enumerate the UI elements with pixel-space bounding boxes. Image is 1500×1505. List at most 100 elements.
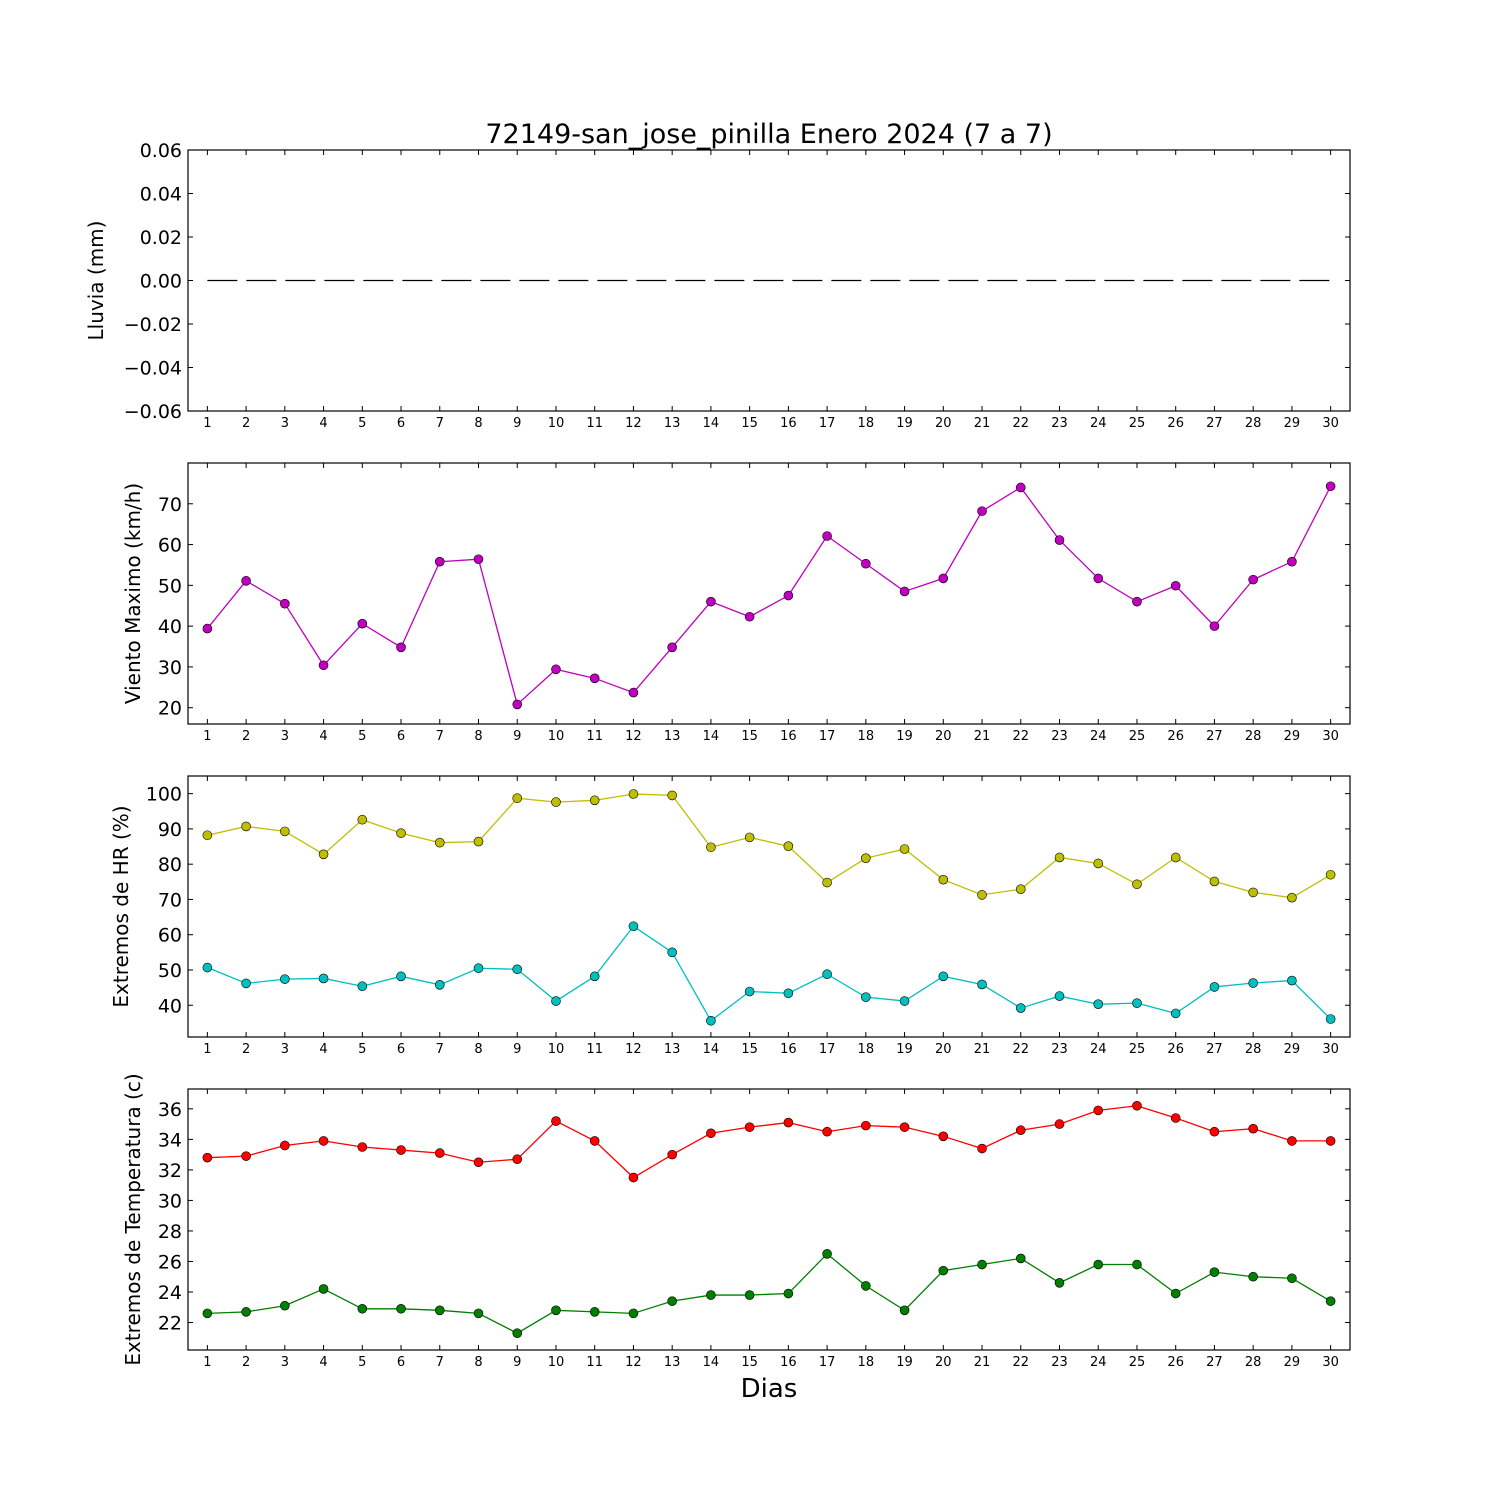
data-point (241, 576, 251, 586)
series-line-2 (207, 1252, 1331, 1334)
x-tick-label: 20 (935, 1355, 952, 1370)
x-tick-label: 30 (1322, 416, 1339, 431)
data-point (1054, 852, 1065, 863)
y-tick-label: 20 (158, 698, 182, 720)
x-tick-label: 17 (819, 1042, 836, 1057)
data-point (202, 1152, 213, 1163)
data-point (1054, 1119, 1065, 1129)
x-tick-label: 28 (1245, 1042, 1262, 1057)
data-point (977, 1259, 987, 1270)
data-point (938, 1265, 949, 1276)
x-tick-label: 21 (974, 1042, 991, 1057)
data-point (783, 1288, 794, 1299)
data-point (822, 969, 832, 980)
x-tick-label: 12 (625, 1355, 642, 1370)
data-point (1325, 1136, 1336, 1146)
chart-panels: −0.06−0.04−0.020.000.020.040.061 2 3 4 5 6 7 8 9… (84, 140, 1351, 1370)
data-point (473, 1308, 484, 1319)
data-point (861, 992, 871, 1002)
x-tick-label: 15 (741, 1042, 758, 1057)
data-point (241, 821, 251, 832)
x-tick-label: 30 (1322, 729, 1339, 744)
x-tick-label: 14 (703, 1042, 720, 1057)
data-point (1248, 978, 1258, 988)
data-point (202, 830, 213, 841)
data-point (551, 797, 561, 807)
data-point (861, 1281, 871, 1291)
data-point (357, 1142, 368, 1152)
data-point (1093, 573, 1104, 584)
x-tick-label: 4 (319, 416, 327, 431)
data-point (744, 1122, 755, 1132)
x-tick-label: 11 (586, 416, 603, 431)
data-point (396, 1303, 406, 1314)
data-point (706, 1015, 716, 1026)
x-tick-label: 30 (1322, 1355, 1339, 1370)
data-point (473, 1157, 484, 1168)
x-tick-label: 14 (703, 729, 720, 744)
data-point (938, 1131, 949, 1142)
data-point (1248, 1123, 1258, 1134)
x-tick-label: 7 (436, 729, 444, 744)
y-tick-label: 34 (158, 1129, 182, 1151)
data-point (977, 1143, 987, 1154)
data-point (318, 660, 329, 671)
data-point (1093, 1259, 1104, 1270)
data-point (318, 849, 329, 860)
x-tick-label: 6 (397, 1042, 405, 1057)
y-tick-label: 24 (158, 1282, 182, 1304)
x-tick-label: 29 (1284, 1042, 1301, 1057)
data-point (589, 971, 600, 982)
x-tick-label: 9 (513, 1355, 521, 1370)
x-tick-label: 9 (513, 416, 521, 431)
data-point (706, 596, 716, 607)
x-tick-label: 3 (281, 729, 289, 744)
y-axis-label: Extremos de HR (%) (109, 805, 133, 1007)
data-point (551, 1116, 561, 1126)
series-line-1 (207, 793, 1331, 899)
data-point (357, 814, 368, 825)
x-tick-label: 8 (474, 416, 482, 431)
y-axis-label: Viento Maximo (km/h) (121, 483, 145, 704)
data-point (822, 1126, 832, 1137)
x-tick-label: 26 (1167, 1355, 1184, 1370)
series-line-1 (206, 485, 1332, 706)
data-point (512, 964, 523, 975)
data-point (706, 1290, 716, 1300)
data-point (667, 790, 677, 801)
y-tick-label: 30 (158, 657, 182, 679)
y-tick-label: 0.02 (140, 227, 182, 249)
axes-frame (187, 775, 1351, 1038)
y-tick-label: 0.00 (140, 271, 182, 293)
y-tick-label: 90 (158, 819, 182, 841)
x-tick-label: 22 (1012, 729, 1029, 744)
x-tick-label: 26 (1167, 729, 1184, 744)
data-point (1015, 482, 1026, 493)
x-tick-label: 15 (741, 729, 758, 744)
data-point (1093, 999, 1104, 1009)
data-point (1132, 596, 1142, 607)
x-tick-label: 24 (1090, 1042, 1107, 1057)
data-point (1325, 1296, 1336, 1306)
x-tick-label: 23 (1051, 1042, 1068, 1057)
y-axis-label: Lluvia (mm) (84, 221, 108, 341)
data-point (1325, 481, 1336, 492)
data-point (1209, 876, 1220, 887)
x-tick-label: 11 (586, 1355, 603, 1370)
x-tick-label: 12 (625, 729, 642, 744)
data-point (706, 842, 716, 853)
data-point (783, 1117, 794, 1128)
data-point (938, 971, 949, 982)
data-point (628, 687, 639, 698)
data-point (1015, 884, 1026, 895)
data-point (783, 590, 794, 601)
data-point (822, 1249, 832, 1259)
x-tick-label: 4 (319, 1042, 327, 1057)
data-point (822, 877, 832, 888)
data-point (202, 1308, 213, 1319)
data-point (744, 1290, 755, 1300)
